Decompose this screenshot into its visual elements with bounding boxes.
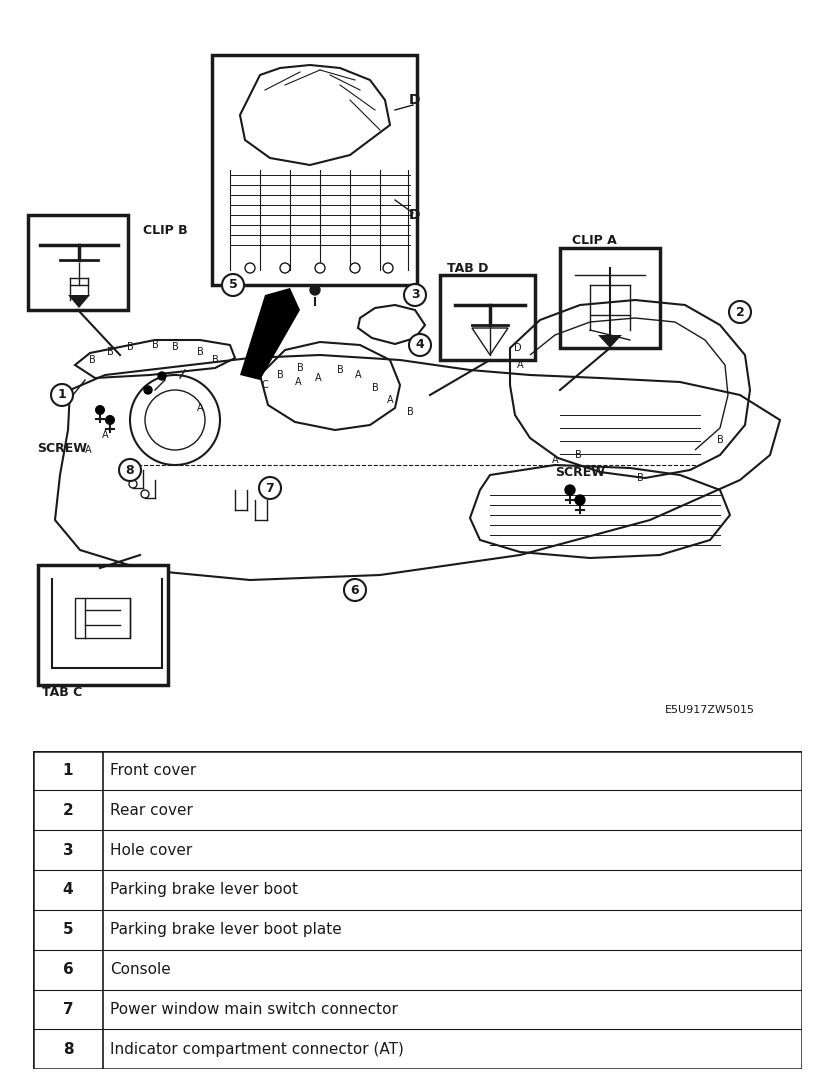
- Text: Console: Console: [110, 962, 171, 977]
- Text: A: A: [102, 430, 109, 440]
- Text: B: B: [211, 355, 219, 365]
- Circle shape: [95, 405, 105, 415]
- Text: A: A: [355, 370, 362, 380]
- Text: A: A: [315, 373, 321, 383]
- Text: B: B: [89, 355, 95, 365]
- Text: 1: 1: [58, 389, 66, 402]
- Bar: [212, 55, 417, 285]
- Text: D: D: [514, 343, 522, 353]
- Text: B: B: [296, 363, 303, 373]
- Text: B: B: [127, 342, 134, 352]
- Circle shape: [404, 284, 426, 306]
- Text: D: D: [409, 93, 421, 107]
- Text: Parking brake lever boot: Parking brake lever boot: [110, 882, 298, 897]
- Polygon shape: [240, 288, 300, 380]
- Text: E5U917ZW5015: E5U917ZW5015: [665, 705, 755, 715]
- Text: A: A: [517, 360, 524, 370]
- Circle shape: [729, 301, 751, 323]
- Text: 6: 6: [351, 583, 359, 596]
- Circle shape: [105, 415, 115, 426]
- Bar: [28, 215, 128, 310]
- Circle shape: [245, 264, 255, 273]
- Text: 1: 1: [63, 762, 73, 778]
- Bar: [75, 598, 130, 638]
- Text: CLIP A: CLIP A: [572, 233, 617, 246]
- Text: A: A: [552, 455, 559, 465]
- Text: SCREW: SCREW: [37, 442, 87, 455]
- Text: Hole cover: Hole cover: [110, 842, 193, 858]
- Text: 8: 8: [63, 1042, 73, 1057]
- Text: B: B: [372, 383, 378, 393]
- Circle shape: [158, 372, 166, 380]
- Circle shape: [144, 386, 152, 394]
- Text: B: B: [574, 450, 581, 460]
- Text: TAB D: TAB D: [447, 261, 488, 274]
- Text: 4: 4: [63, 882, 73, 897]
- Text: Rear cover: Rear cover: [110, 802, 193, 818]
- Text: A: A: [84, 445, 91, 455]
- Text: 7: 7: [266, 482, 275, 495]
- Circle shape: [383, 264, 393, 273]
- Text: 2: 2: [63, 802, 73, 818]
- Circle shape: [119, 459, 141, 481]
- Text: Parking brake lever boot plate: Parking brake lever boot plate: [110, 922, 342, 937]
- Circle shape: [350, 264, 360, 273]
- Bar: [560, 248, 660, 348]
- Text: B: B: [716, 435, 723, 445]
- Text: 5: 5: [229, 279, 237, 292]
- Text: 6: 6: [63, 962, 73, 977]
- Polygon shape: [68, 295, 90, 308]
- Text: 2: 2: [736, 306, 744, 319]
- Text: TAB C: TAB C: [42, 686, 83, 699]
- Text: B: B: [172, 342, 179, 352]
- Text: CLIP B: CLIP B: [143, 224, 188, 237]
- Text: A: A: [197, 403, 203, 413]
- Text: D: D: [409, 208, 421, 222]
- Text: 7: 7: [63, 1002, 73, 1017]
- Text: SCREW: SCREW: [555, 465, 605, 478]
- Polygon shape: [598, 335, 622, 348]
- Text: B: B: [276, 370, 283, 380]
- Text: A: A: [295, 377, 301, 387]
- Text: 4: 4: [416, 338, 424, 351]
- Bar: [38, 565, 168, 685]
- Circle shape: [315, 264, 325, 273]
- Circle shape: [222, 274, 244, 296]
- Text: B: B: [407, 407, 413, 417]
- Text: Indicator compartment connector (AT): Indicator compartment connector (AT): [110, 1042, 404, 1057]
- Text: A: A: [387, 395, 393, 405]
- Text: B: B: [152, 340, 159, 350]
- Text: B: B: [107, 347, 114, 357]
- Text: 3: 3: [411, 288, 419, 301]
- Text: B: B: [337, 365, 343, 375]
- Circle shape: [310, 285, 320, 295]
- Text: Front cover: Front cover: [110, 762, 196, 778]
- Text: C: C: [261, 380, 268, 390]
- Circle shape: [51, 384, 73, 406]
- Circle shape: [565, 485, 575, 495]
- Text: B: B: [636, 473, 644, 483]
- Text: B: B: [196, 347, 204, 357]
- Circle shape: [344, 579, 366, 600]
- Bar: [440, 275, 535, 360]
- Text: 8: 8: [126, 463, 134, 476]
- Text: 5: 5: [63, 922, 73, 937]
- Text: 3: 3: [63, 842, 73, 858]
- Circle shape: [280, 264, 290, 273]
- Circle shape: [259, 477, 281, 499]
- Circle shape: [409, 334, 431, 356]
- Circle shape: [575, 495, 585, 505]
- Text: Power window main switch connector: Power window main switch connector: [110, 1002, 398, 1017]
